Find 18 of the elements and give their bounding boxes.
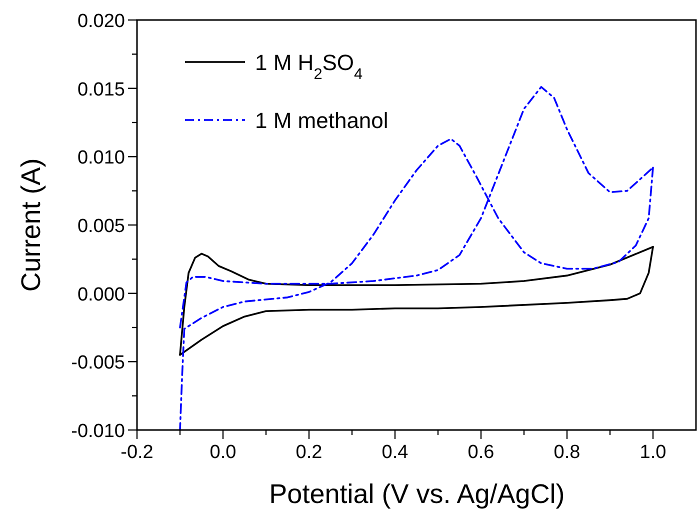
x-tick-label: 0.4 (382, 442, 409, 463)
x-tick-label: 0.8 (554, 442, 580, 463)
x-axis-title: Potential (V vs. Ag/AgCl) (269, 479, 565, 509)
y-tick-label: -0.005 (71, 352, 125, 374)
x-tick-label: 0.0 (210, 442, 236, 463)
y-tick-label: 0.010 (77, 148, 125, 169)
x-tick-label: -0.2 (120, 442, 154, 463)
x-tick-label: 1.0 (640, 442, 666, 463)
y-axis-title: Current (A) (16, 158, 46, 292)
x-tick-label: 0.6 (468, 442, 494, 463)
legend-label: 1 M methanol (255, 108, 388, 133)
x-tick-label: 0.2 (296, 442, 322, 463)
y-tick-label: 0.000 (77, 284, 125, 306)
y-tick-label: 0.015 (77, 79, 125, 100)
legend-label: 1 M H$_{2}$SO$_{4}$ (255, 50, 364, 82)
y-tick-label: -0.010 (71, 421, 125, 442)
y-tick-label: 0.005 (77, 216, 125, 237)
y-tick-label: 0.020 (77, 11, 125, 32)
